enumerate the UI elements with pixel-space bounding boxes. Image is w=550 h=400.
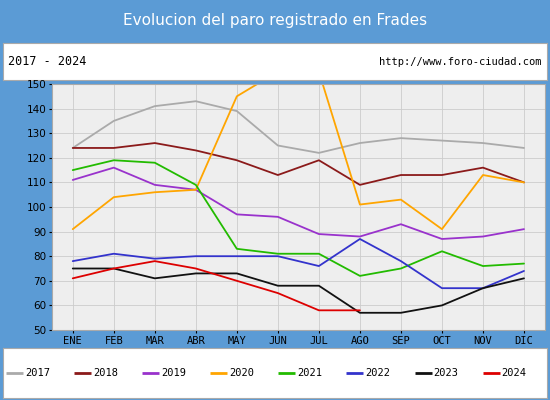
Text: 2020: 2020 [229, 368, 255, 378]
Text: 2017: 2017 [25, 368, 50, 378]
Text: 2019: 2019 [161, 368, 186, 378]
Text: http://www.foro-ciudad.com: http://www.foro-ciudad.com [379, 57, 542, 67]
Text: 2018: 2018 [94, 368, 118, 378]
Text: 2024: 2024 [502, 368, 527, 378]
Text: 2023: 2023 [433, 368, 459, 378]
Text: 2022: 2022 [366, 368, 390, 378]
Text: 2017 - 2024: 2017 - 2024 [8, 55, 86, 68]
Text: 2021: 2021 [298, 368, 322, 378]
Text: Evolucion del paro registrado en Frades: Evolucion del paro registrado en Frades [123, 14, 427, 28]
